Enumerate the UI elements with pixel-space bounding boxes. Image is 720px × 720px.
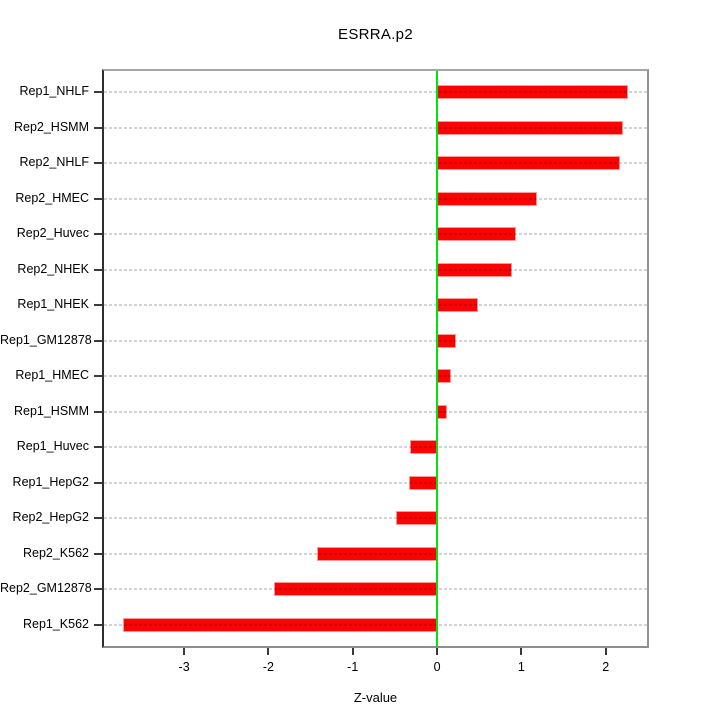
y-axis-tick [94,375,103,378]
x-axis-tick [604,648,607,655]
y-axis-label: Rep1_Huvec [16,439,89,454]
y-axis-label: Rep2_NHLF [19,155,89,170]
y-axis-tick [94,197,103,200]
gridline [104,517,647,520]
y-axis-label: Rep1_HepG2 [12,474,89,489]
y-axis-label: Rep2_HMEC [15,190,89,205]
gridline [104,481,647,484]
y-axis-label: Rep2_NHEK [17,261,89,276]
x-axis-tick-label: -3 [178,660,190,674]
x-axis-tick-label: 0 [433,660,441,674]
x-axis-tick-label: 1 [517,660,525,674]
y-axis-tick [94,339,103,342]
gridline [104,197,647,200]
y-axis-label: Rep1_GM12878 [0,332,92,347]
gridline [104,126,647,129]
gridline [104,233,647,236]
x-axis-tick-label: -2 [262,660,274,674]
gridline [104,446,647,449]
y-axis-label: Rep1_HSMM [13,403,89,418]
y-axis-tick [94,410,103,413]
zero-line [436,71,439,646]
gridline [104,375,647,378]
gridline [104,339,647,342]
gridline [104,162,647,165]
y-axis-label: Rep1_NHEK [17,297,89,312]
y-axis-label: Rep2_GM12878 [0,581,92,596]
plot-box [102,69,649,648]
x-axis-tick [351,648,354,655]
y-axis-label: Rep2_K562 [22,545,89,560]
y-axis-label: Rep1_K562 [22,617,89,631]
gridline [104,410,647,413]
y-axis-tick [94,446,103,449]
gridline [104,91,647,93]
x-axis-tick-label: 2 [602,660,610,674]
gridline [104,624,647,626]
gridline [104,588,647,591]
y-axis-tick [94,552,103,555]
gridline [104,268,647,271]
x-axis-tick [183,648,186,655]
y-axis-tick [94,126,103,129]
y-axis-tick [94,588,103,591]
y-axis-tick [94,268,103,271]
y-axis-tick [94,162,103,165]
y-axis-tick [94,304,103,307]
y-axis-label: Rep2_Huvec [16,226,89,241]
x-axis-title: Z-value [353,690,398,705]
y-axis-tick [94,481,103,484]
x-axis-tick [436,648,439,655]
y-axis-tick [94,91,103,93]
y-axis-tick [94,233,103,236]
x-axis-tick [520,648,523,655]
y-axis-label: Rep1_NHLF [19,84,89,98]
y-axis-label: Rep1_HMEC [15,368,89,383]
x-axis-tick [267,648,270,655]
gridline [104,552,647,555]
y-axis-tick [94,517,103,520]
y-axis-label: Rep2_HepG2 [12,510,89,525]
y-axis-tick [94,624,103,626]
x-axis-tick-label: -1 [347,660,359,674]
y-axis-label: Rep2_HSMM [13,119,89,134]
gridline [104,304,647,307]
chart-title: ESRRA.p2 [338,26,413,43]
